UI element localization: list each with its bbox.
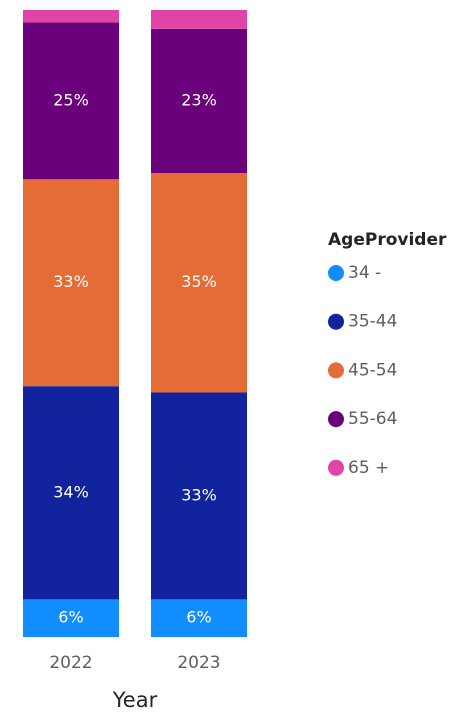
bar-segment: [23, 22, 119, 180]
data-label: 6%: [186, 608, 211, 627]
legend-marker: [328, 313, 344, 330]
legend-title: AgeProvider: [328, 230, 447, 250]
legend-label: 35-44: [348, 312, 397, 332]
bar-segment: [23, 386, 119, 600]
data-label: 33%: [181, 485, 217, 504]
bar-segment: [151, 10, 247, 29]
bar-segment: [23, 599, 119, 637]
legend-marker: [328, 459, 344, 476]
bar-segment: [23, 10, 119, 23]
bar-segment: [151, 173, 247, 393]
data-label: 6%: [58, 608, 83, 627]
data-label: 34%: [53, 482, 89, 501]
legend-marker: [328, 411, 344, 428]
legend-marker: [328, 362, 344, 379]
x-tick-label: 2022: [49, 653, 92, 673]
x-tick-label: 2023: [177, 653, 220, 673]
legend-label: 65 +: [348, 458, 389, 478]
data-label: 35%: [181, 272, 217, 291]
bar-segment: [23, 179, 119, 387]
data-label: 33%: [53, 272, 89, 291]
bar-segment: [151, 392, 247, 600]
bar-segment: [151, 28, 247, 174]
legend-label: 34 -: [348, 263, 381, 283]
legend-label: 45-54: [348, 360, 397, 380]
x-axis-title: Year: [112, 688, 158, 712]
data-label: 23%: [181, 90, 217, 109]
bar-segment: [151, 599, 247, 637]
legend-marker: [328, 265, 344, 281]
legend-label: 55-64: [348, 409, 397, 429]
data-label: 25%: [53, 90, 89, 109]
